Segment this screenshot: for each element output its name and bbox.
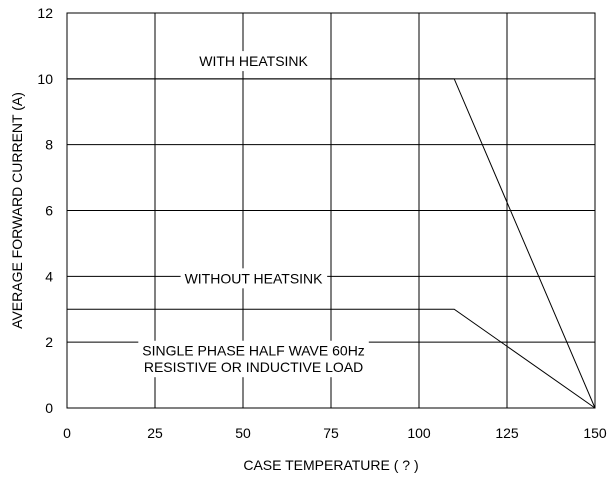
annotations: WITH HEATSINK WITHOUT HEATSINK SINGLE PHAS…	[138, 51, 369, 378]
x-tick-label: 50	[235, 425, 251, 441]
series-line-0	[67, 78, 596, 409]
x-tick-label: 150	[583, 425, 607, 441]
annotation-background	[195, 51, 313, 72]
y-tick-label: 4	[45, 268, 53, 284]
series-group	[67, 78, 596, 409]
annotation-background	[138, 340, 369, 361]
y-tick-label: 12	[37, 5, 53, 21]
plot-area-frame	[66, 12, 596, 409]
y-tick-label: 2	[45, 334, 53, 350]
annotation-text: SINGLE PHASE HALF WAVE 60Hz	[142, 343, 365, 359]
x-tick-label: 100	[407, 425, 431, 441]
x-tick-label: 125	[495, 425, 519, 441]
y-tick-label: 10	[37, 71, 53, 87]
series-line-1	[67, 308, 596, 409]
y-tick-label: 6	[45, 203, 53, 219]
annotation-text: WITHOUT HEATSINK	[185, 270, 324, 286]
annotation-background	[139, 357, 368, 378]
x-tick-label: 75	[323, 425, 339, 441]
y-axis-label: AVERAGE FORWARD CURRENT (A)	[9, 92, 25, 329]
tick-labels: 0 25 50 75 100 125 150 0 2 4 6 8 10 12	[37, 5, 606, 441]
y-tick-label: 8	[45, 137, 53, 153]
annotation-background	[180, 268, 328, 289]
x-tick-label: 0	[63, 425, 71, 441]
x-axis-label: CASE TEMPERATURE ( ? )	[243, 457, 418, 473]
annotation-text: RESISTIVE OR INDUCTIVE LOAD	[144, 359, 363, 375]
annotation-text: WITH HEATSINK	[199, 53, 308, 69]
x-tick-label: 25	[147, 425, 163, 441]
y-tick-label: 0	[45, 400, 53, 416]
